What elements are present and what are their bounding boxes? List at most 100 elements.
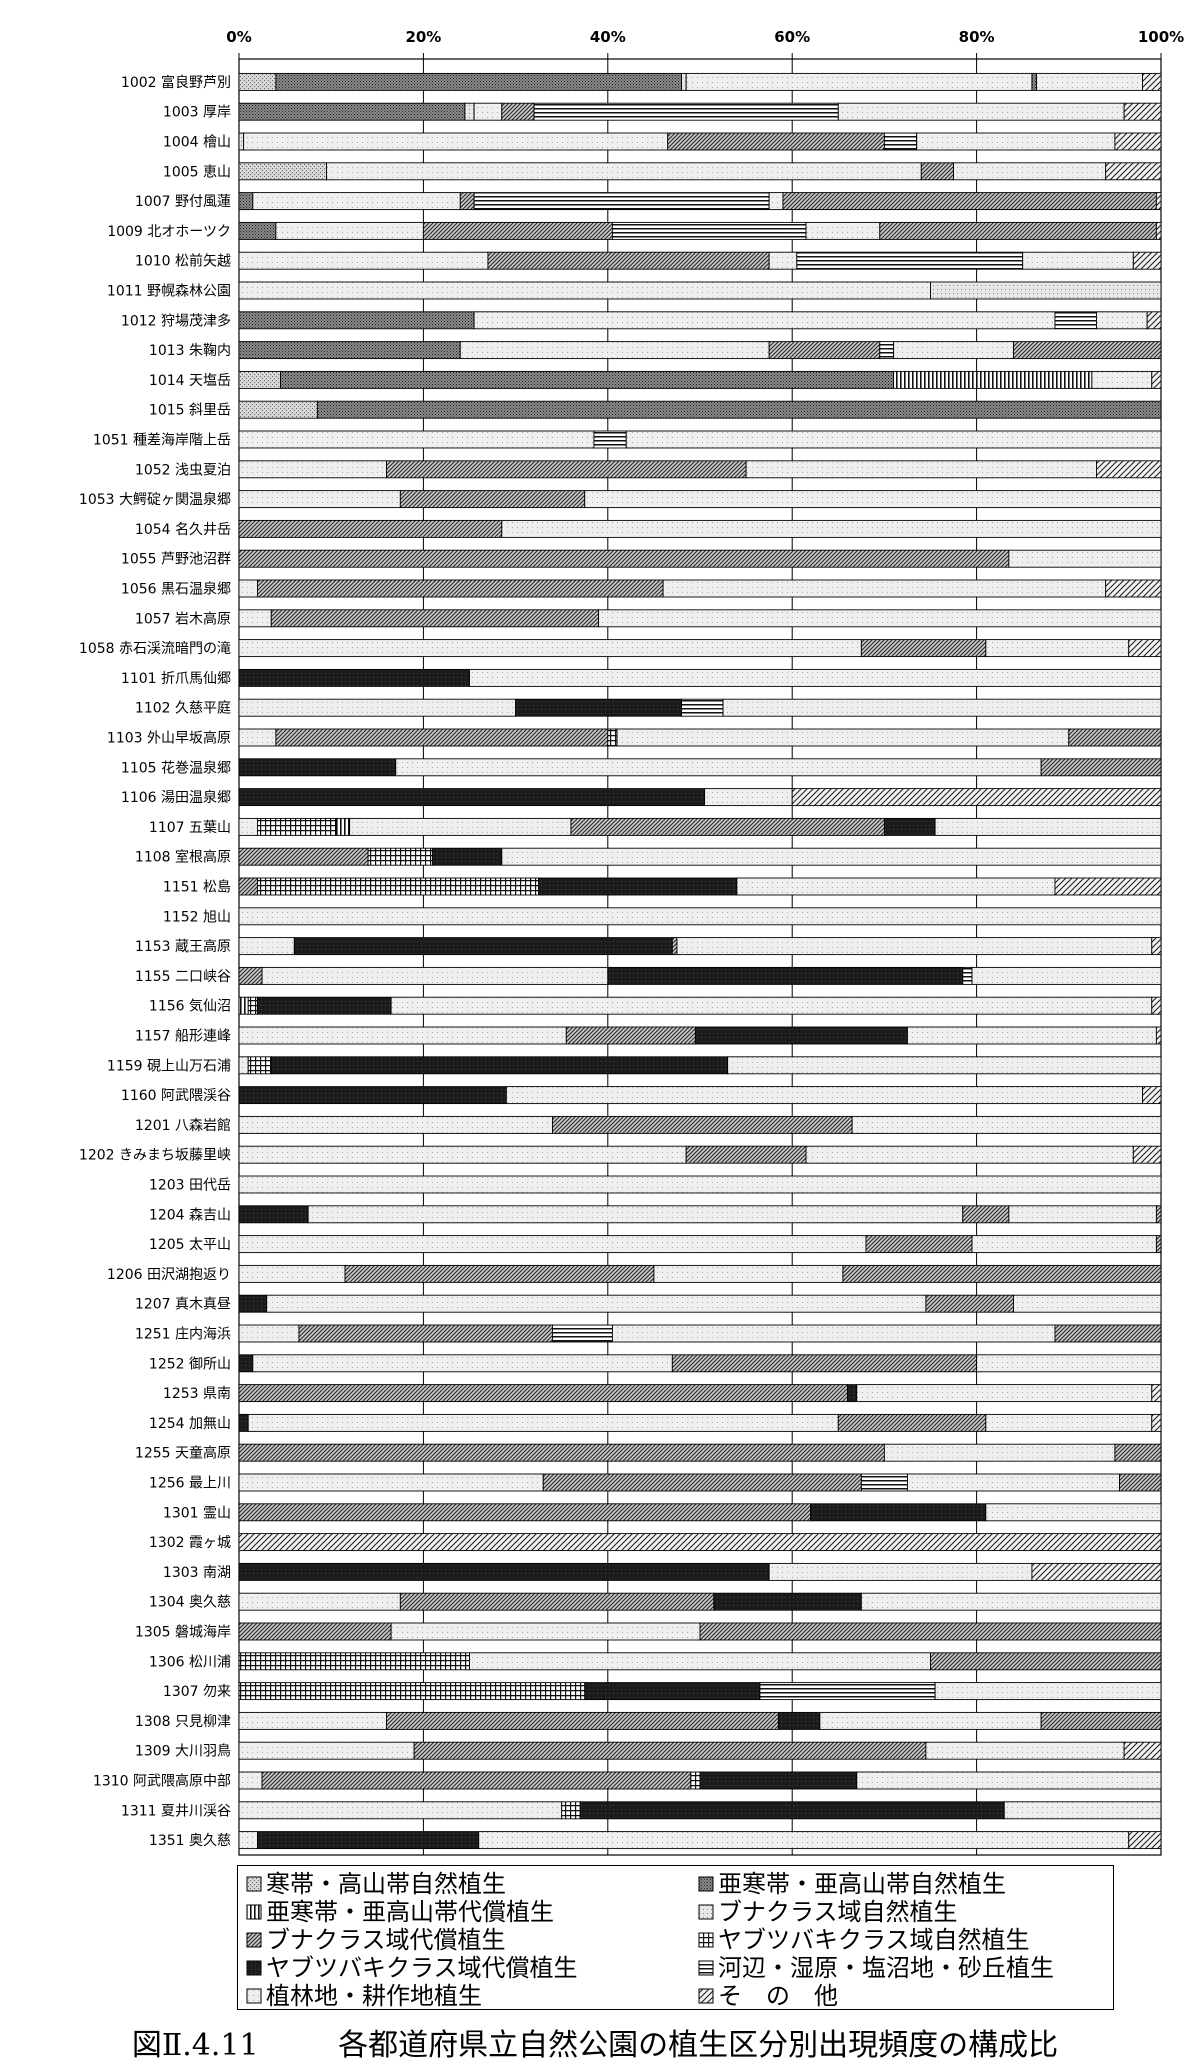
bar-segment xyxy=(1119,1473,1162,1492)
bar-segment xyxy=(270,1056,729,1075)
bar-segment xyxy=(552,1115,853,1134)
category-label: 1156 気仙沼 xyxy=(149,999,231,1015)
bar-segment xyxy=(805,221,881,240)
legend-swatch xyxy=(246,1904,262,1920)
bar-segment xyxy=(238,1831,258,1850)
bar-segment xyxy=(238,728,277,747)
bar-segment xyxy=(584,490,1162,509)
bar-segment xyxy=(238,1026,567,1045)
legend-item: ヤブツバキクラス域自然植生 xyxy=(698,1926,1030,1954)
category-label: 1255 天童高原 xyxy=(135,1445,231,1462)
bar-segment xyxy=(252,192,461,211)
bar-segment xyxy=(256,996,392,1015)
figure-caption: 図Ⅱ.4.11 各都道府県立自然公園の植生区分別出現頻度の構成比 xyxy=(0,2020,1190,2064)
category-label: 1201 八森岩館 xyxy=(135,1117,231,1134)
category-label: 1253 県南 xyxy=(163,1386,231,1402)
bar-segment xyxy=(307,1205,964,1224)
category-label: 1252 御所山 xyxy=(149,1356,231,1372)
category-label: 1207 真木真昼 xyxy=(135,1297,231,1313)
bar-segment xyxy=(238,1533,1162,1552)
bar-segment xyxy=(238,549,1010,568)
bar-segment xyxy=(487,251,770,270)
category-label: 1206 田沢湖抱返り xyxy=(107,1267,231,1283)
bar-segment xyxy=(238,1086,507,1105)
bar-segment xyxy=(473,102,503,121)
category-label: 1307 勿来 xyxy=(163,1684,231,1700)
bar-segment xyxy=(1105,579,1162,598)
bar-segment xyxy=(238,609,272,628)
bar-segment xyxy=(238,639,862,658)
bar-segment xyxy=(469,1652,931,1671)
legend-swatch xyxy=(698,1932,714,1948)
bar-segment xyxy=(538,877,738,896)
category-label: 1254 加無山 xyxy=(149,1416,231,1432)
bar-segment xyxy=(1155,1026,1162,1045)
x-tick-label: 40% xyxy=(590,28,626,46)
figure-number: 図Ⅱ.4.11 xyxy=(131,2028,259,2063)
category-label: 1351 奥久慈 xyxy=(149,1832,231,1849)
bar-segment xyxy=(326,162,922,181)
bar-segment xyxy=(570,817,885,836)
bar-segment xyxy=(1013,1294,1162,1313)
category-label: 1306 松川浦 xyxy=(149,1654,231,1670)
category-label: 1054 名久井岳 xyxy=(135,522,231,538)
bar-segment xyxy=(478,1831,1130,1850)
bar-segment xyxy=(1114,132,1162,151)
bar-segment xyxy=(238,817,258,836)
bar-segment xyxy=(1068,728,1162,747)
bar-segment xyxy=(985,1503,1162,1522)
bar-segment xyxy=(694,1026,908,1045)
bar-segment xyxy=(893,341,1014,360)
category-label: 1159 硯上山万石浦 xyxy=(107,1058,231,1074)
category-label: 1101 折爪馬仙郷 xyxy=(121,671,231,687)
bar-segment xyxy=(883,1443,1116,1462)
bar-segment xyxy=(238,1503,812,1522)
bar-segment xyxy=(971,966,1162,985)
bar-segment xyxy=(238,1711,387,1730)
bar-segment xyxy=(238,1443,885,1462)
category-label: 1153 蔵王高原 xyxy=(135,938,231,955)
plot-frame xyxy=(238,58,1162,1856)
bar-segment xyxy=(247,1056,272,1075)
bar-segment xyxy=(238,400,318,419)
bar-segment xyxy=(1040,758,1162,777)
category-label: 1005 恵山 xyxy=(163,164,231,180)
bar-segment xyxy=(349,817,572,836)
legend-item: 河辺・湿原・塩沼地・砂丘植生 xyxy=(698,1954,1054,1982)
category-label: 1015 斜里岳 xyxy=(149,403,231,419)
bar-segment xyxy=(501,102,535,121)
x-tick-label: 0% xyxy=(226,28,251,46)
x-tick-label: 100% xyxy=(1138,28,1184,46)
bar-segment xyxy=(847,1384,858,1403)
bar-segment xyxy=(238,668,470,687)
category-label: 1105 花巻温泉郷 xyxy=(121,759,231,776)
legend-swatch xyxy=(698,1904,714,1920)
bar-segment xyxy=(934,1682,1162,1701)
category-label: 1010 松前矢越 xyxy=(135,253,231,270)
bar-segment xyxy=(256,1831,480,1850)
bar-segment xyxy=(298,1324,553,1343)
category-label: 1052 浅虫夏泊 xyxy=(135,462,231,478)
category-label: 1057 岩木高原 xyxy=(135,610,231,627)
bar-segment xyxy=(1151,937,1162,956)
bar-segment xyxy=(505,1086,1144,1105)
bar-segment xyxy=(1155,221,1162,240)
category-label: 1056 黒石温泉郷 xyxy=(121,581,231,598)
bar-segment xyxy=(1008,549,1162,568)
bar-segment xyxy=(782,192,1157,211)
category-label: 1004 檜山 xyxy=(163,134,231,151)
bar-segment xyxy=(238,1652,470,1671)
bar-segment xyxy=(759,1682,936,1701)
bar-segment xyxy=(685,72,1033,91)
bar-segment xyxy=(860,1592,1162,1611)
bar-segment xyxy=(247,996,258,1015)
bar-segment xyxy=(238,788,706,807)
bar-segment xyxy=(1054,311,1097,330)
bar-segment xyxy=(238,907,1162,926)
bar-segment xyxy=(238,311,475,330)
bar-segment xyxy=(865,1235,973,1254)
bar-segment xyxy=(962,966,973,985)
bar-segment xyxy=(791,788,1162,807)
legend-swatch xyxy=(698,1960,714,1976)
bar-segment xyxy=(390,1622,701,1641)
